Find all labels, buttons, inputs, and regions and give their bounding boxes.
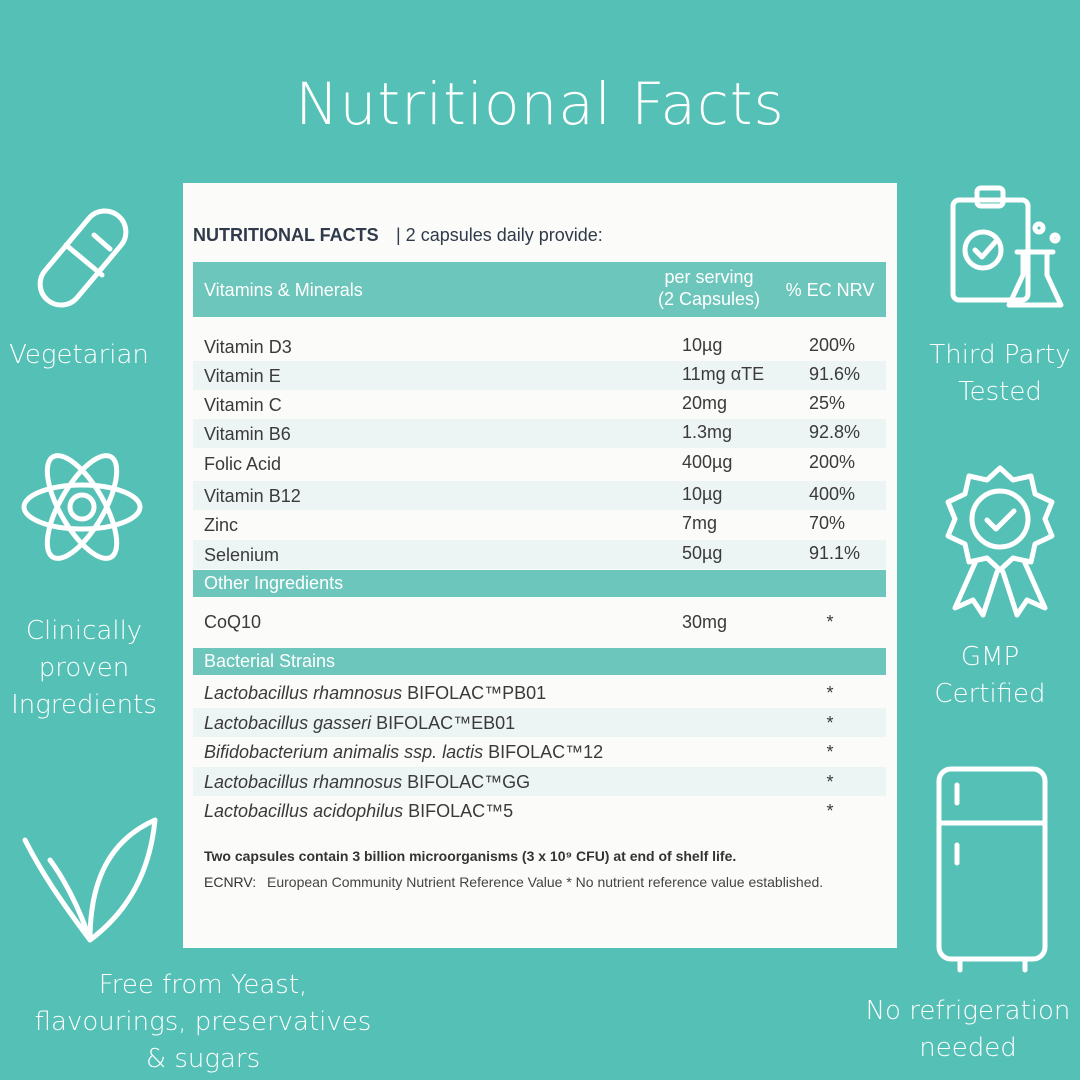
feature-label: Vegetarian bbox=[0, 337, 279, 374]
section-title: Bacterial Strains bbox=[204, 651, 336, 671]
feature-line: Third Party bbox=[929, 340, 1071, 370]
page-title: Nutritional Facts bbox=[295, 70, 785, 138]
section-band bbox=[193, 648, 886, 675]
strain-species: Bifidobacterium animalis ssp. lactis bbox=[204, 742, 484, 762]
feature-line: No refrigeration bbox=[865, 996, 1071, 1026]
strain-species: Lactobacillus rhamnosus bbox=[204, 771, 403, 792]
strain-name: Lactobacillus gasseri BIFOLAC™EB01 bbox=[204, 712, 515, 734]
nutrient-nrv: 92.8% bbox=[809, 422, 861, 442]
facts-panel: NUTRITIONAL FACTS | 2 capsules daily prov… bbox=[183, 183, 897, 948]
nutrient-amount: 11mg αTE bbox=[682, 364, 765, 384]
strain-name: Bifidobacterium animalis ssp. lactis BIF… bbox=[204, 741, 603, 763]
feature-line: Free from Yeast, bbox=[98, 970, 308, 1000]
badge-icon bbox=[945, 465, 1055, 618]
nutrient-nrv: 400% bbox=[809, 484, 856, 504]
row-stripe bbox=[193, 707, 886, 737]
feature-line: Certified bbox=[934, 679, 1046, 709]
nutrient-nrv: 70% bbox=[809, 513, 846, 533]
header-band bbox=[193, 262, 886, 317]
nutrient-nrv: 91.6% bbox=[809, 364, 861, 384]
feature-line: Clinically bbox=[25, 616, 143, 646]
legend-text: European Community Nutrient Reference Va… bbox=[267, 874, 824, 890]
legend-key: ECNRV: bbox=[204, 874, 257, 890]
strain-code: BIFOLAC™PB01 bbox=[407, 683, 547, 703]
header-serving: per serving bbox=[664, 267, 754, 287]
feature-label: Third Party Tested bbox=[800, 337, 1080, 411]
nutrient-amount: 400µg bbox=[682, 452, 733, 472]
strain-species: Lactobacillus rhamnosus bbox=[204, 683, 403, 703]
row-stripe bbox=[193, 766, 886, 796]
feature-line: GMP bbox=[960, 642, 1020, 672]
feature-line: needed bbox=[919, 1033, 1017, 1063]
row-stripe bbox=[193, 540, 886, 569]
footnote: Two capsules contain 3 billion microorga… bbox=[204, 848, 737, 864]
feature-line: & sugars bbox=[145, 1044, 261, 1074]
feature-label: Clinically proven Ingredients bbox=[0, 613, 284, 724]
strain-name: Lactobacillus rhamnosus BIFOLAC™PB01 bbox=[204, 682, 546, 704]
atom-icon bbox=[21, 453, 143, 561]
strain-nrv: * bbox=[826, 801, 834, 821]
row-stripe bbox=[193, 361, 886, 390]
nutrient-nrv: 200% bbox=[809, 452, 856, 472]
strain-code: BIFOLAC™5 bbox=[408, 801, 514, 821]
panel-subheading: | 2 capsules daily provide: bbox=[396, 225, 603, 245]
strain-species: Lactobacillus gasseri bbox=[204, 712, 372, 733]
feature-line: proven bbox=[38, 653, 130, 683]
nutrient-name: Vitamin C bbox=[204, 395, 282, 415]
section-band bbox=[193, 570, 886, 597]
nutrient-nrv: 25% bbox=[809, 393, 846, 413]
panel-heading: NUTRITIONAL FACTS bbox=[193, 225, 379, 245]
feature-label: No refrigeration needed bbox=[768, 993, 1080, 1067]
feature-label: GMP Certified bbox=[790, 639, 1080, 713]
row-stripe bbox=[193, 481, 886, 510]
leaf-icon bbox=[22, 817, 158, 943]
strain-nrv: * bbox=[826, 742, 834, 762]
ingredient-amount: 30mg bbox=[682, 612, 728, 632]
feature-line: Tested bbox=[958, 377, 1042, 407]
ingredient-name: CoQ10 bbox=[204, 612, 262, 632]
nutrient-name: Vitamin B12 bbox=[204, 486, 301, 506]
feature-line: flavourings, preservatives bbox=[34, 1007, 372, 1037]
feature-line: Ingredients bbox=[11, 690, 157, 720]
strain-nrv: * bbox=[826, 683, 834, 703]
feature-label: Free from Yeast, flavourings, preservativ… bbox=[3, 967, 403, 1078]
nutrient-amount: 7mg bbox=[682, 513, 718, 533]
strain-code: BIFOLAC™12 bbox=[488, 742, 604, 762]
nutrient-amount: 10µg bbox=[682, 484, 723, 504]
nutrient-nrv: 91.1% bbox=[809, 543, 861, 563]
nutrient-nrv: 200% bbox=[809, 335, 856, 355]
fridge-icon bbox=[936, 766, 1048, 973]
strain-code: BIFOLAC™GG bbox=[407, 771, 531, 792]
nutrient-name: Vitamin B6 bbox=[204, 424, 291, 444]
strain-species: Lactobacillus acidophilus bbox=[204, 801, 404, 821]
feature-line: Vegetarian bbox=[9, 340, 149, 370]
pill-icon bbox=[37, 208, 129, 308]
strain-name: Lactobacillus rhamnosus BIFOLAC™GG bbox=[204, 771, 530, 793]
nutrient-name: Zinc bbox=[204, 515, 239, 535]
nutrient-name: Selenium bbox=[204, 545, 280, 565]
strain-nrv: * bbox=[826, 712, 834, 733]
strain-name: Lactobacillus acidophilus BIFOLAC™5 bbox=[204, 800, 513, 822]
nutrient-name: Vitamin D3 bbox=[204, 337, 292, 357]
strain-nrv: * bbox=[826, 771, 834, 792]
nutrient-amount: 20mg bbox=[682, 393, 728, 413]
nutrient-amount: 50µg bbox=[682, 543, 723, 563]
strain-code: BIFOLAC™EB01 bbox=[376, 712, 516, 733]
header-name: Vitamins & Minerals bbox=[204, 280, 363, 300]
ingredient-nrv: * bbox=[826, 612, 834, 632]
nutrient-amount: 1.3mg bbox=[682, 422, 733, 442]
nutrient-amount: 10µg bbox=[682, 335, 723, 355]
section-title: Other Ingredients bbox=[204, 573, 344, 593]
nutrient-name: Vitamin E bbox=[204, 366, 281, 386]
header-nrv: % EC NRV bbox=[785, 280, 875, 300]
lab-test-icon bbox=[950, 185, 1064, 308]
nutrient-name: Folic Acid bbox=[204, 454, 282, 474]
row-stripe bbox=[193, 419, 886, 448]
header-serving: (2 Capsules) bbox=[657, 289, 761, 309]
